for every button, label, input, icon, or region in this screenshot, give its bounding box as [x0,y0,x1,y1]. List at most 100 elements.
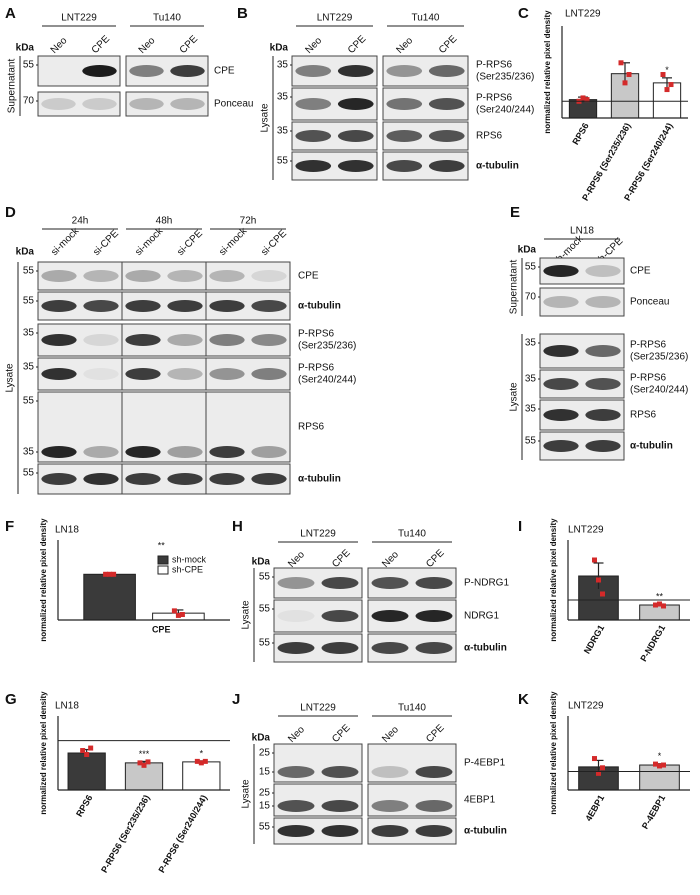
blot-band [209,270,245,282]
blot-band [295,130,332,142]
data-point [137,760,143,766]
kda-marker: 35 [23,362,35,373]
blot-band [167,446,203,458]
band-label: CPE [630,266,651,277]
kda-marker: 15 [259,801,271,812]
blot-band [371,610,409,622]
x-tick-label: P-RPS6 (Ser240/244) [156,793,209,874]
data-point [592,557,597,563]
lane-label: Neo [286,724,307,745]
blot-band [209,473,245,485]
kda-marker: 55 [259,638,271,649]
data-point [84,751,90,757]
band-label: Ponceau [630,297,669,308]
x-tick-label: CPE [152,624,171,634]
legend-label: sh-CPE [172,564,203,574]
band-label: P-RPS6 [298,329,335,340]
data-point [600,591,605,597]
band-label: α-tubulin [464,643,507,654]
blot-band [337,130,374,142]
band-label: (Ser240/244) [630,385,688,396]
blot-band [337,65,374,77]
blot-band [321,610,359,622]
blot-band [386,65,423,77]
blot-band [295,98,332,110]
y-axis-label: normalized relative pixel density [543,10,552,134]
lane-label: CPE [424,722,447,745]
blot-band [386,98,423,110]
lane-label: si-mock [49,225,82,258]
blot-band [277,800,315,812]
blot-band [386,130,423,142]
side-label: Lysate [5,363,16,393]
legend-label: sh-mock [172,554,207,564]
blot-band [337,98,374,110]
band-label: 4EBP1 [464,795,496,806]
data-point [80,748,86,754]
blot-band [82,65,117,77]
x-tick-label: P-RPS6 (Ser235/236) [99,793,152,874]
chart-title: LN18 [55,525,79,536]
blot-band [41,368,77,380]
lane-label: si-CPE [91,228,121,258]
significance: ** [656,591,664,601]
panel-letter: A [5,5,16,22]
side-label: Lysate [509,382,520,412]
group-header: Tu140 [398,703,426,714]
kda-marker: 55 [259,572,271,583]
kda-marker: 35 [525,338,537,349]
panel-letter: G [5,691,17,708]
blot-band [167,473,203,485]
blot-band [41,65,75,77]
kda-marker: 55 [525,262,537,273]
kda-marker: 55 [259,604,271,615]
lane-label: Neo [49,35,70,56]
kda-marker: 70 [525,292,537,303]
x-tick-label: 4EBP1 [583,793,606,823]
blot-band [209,334,245,346]
blot-band [543,378,579,390]
legend-swatch [157,555,169,565]
group-header: LNT229 [300,703,336,714]
panel-letter: J [232,691,240,708]
blot-band [415,766,453,778]
data-point [202,758,208,764]
data-point [198,760,204,766]
blot-frame [37,91,121,117]
blot-band [371,825,409,837]
kda-marker: 70 [23,96,35,107]
data-point [661,762,666,768]
blot-band [41,446,77,458]
lane-label: CPE [330,547,353,570]
blot-band [415,642,453,654]
bar [568,99,598,119]
blot-band [585,378,621,390]
blot-band [371,766,409,778]
kda-marker: 15 [259,767,271,778]
blot-band [277,577,315,589]
band-label: (Ser235/236) [298,341,356,352]
data-point [618,60,624,66]
legend-swatch [157,565,169,575]
lane-label: si-CPE [259,228,289,258]
y-axis-label: normalized relative pixel density [549,518,558,642]
side-label: Supernatant [509,260,520,315]
blot-band [82,98,117,110]
blot-band [371,642,409,654]
panel-letter: F [5,518,14,535]
band-label: (Ser240/244) [298,375,356,386]
blot-band [125,300,161,312]
significance: * [200,748,204,758]
blot-band [415,825,453,837]
blot-band [167,300,203,312]
blot-band [251,270,287,282]
lane-label: CPE [330,722,353,745]
chart-title: LNT229 [568,525,604,536]
band-label: RPS6 [630,410,657,421]
blot-band [415,577,453,589]
chart-title: LN18 [55,701,79,712]
blot-band [295,65,332,77]
group-header: LN18 [570,226,594,237]
